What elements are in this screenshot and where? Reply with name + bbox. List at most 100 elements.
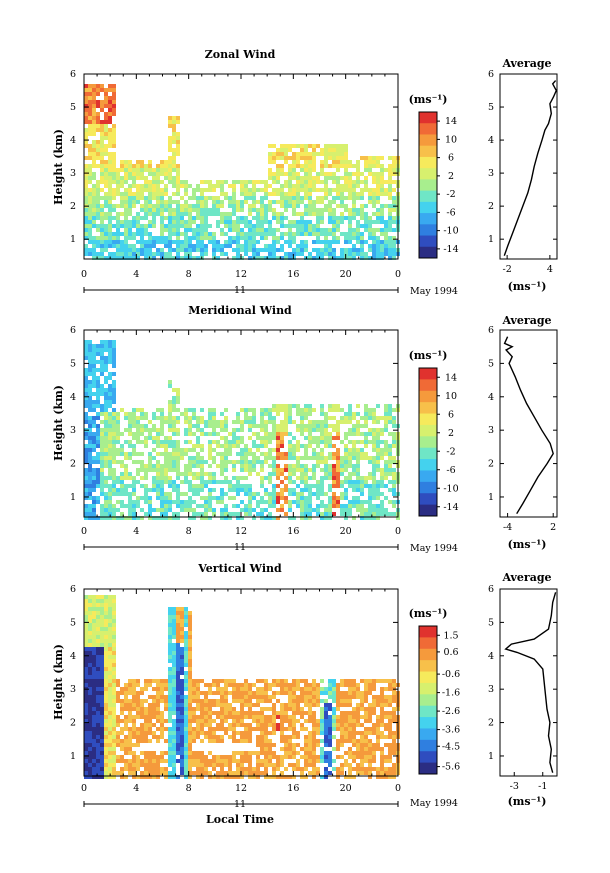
heatmap-cell <box>260 452 264 456</box>
heatmap-cell <box>320 180 324 184</box>
heatmap-cell <box>156 739 160 743</box>
heatmap-cell <box>292 464 296 468</box>
heatmap-cell <box>184 683 188 687</box>
heatmap-cell <box>108 84 112 88</box>
heatmap-cell <box>264 715 268 719</box>
heatmap-cell <box>368 196 372 200</box>
heatmap-cell <box>232 711 236 715</box>
heatmap-cell <box>284 252 288 256</box>
heatmap-cell <box>316 176 320 180</box>
heatmap-cell <box>88 132 92 136</box>
heatmap-cell <box>128 512 132 516</box>
heatmap-cell <box>132 492 136 496</box>
heatmap-cell <box>312 472 316 476</box>
heatmap-cell <box>128 192 132 196</box>
heatmap-cell <box>284 192 288 196</box>
heatmap-cell <box>84 699 88 703</box>
heatmap-cell <box>264 208 268 212</box>
heatmap-cell <box>160 711 164 715</box>
heatmap-cell <box>144 256 148 260</box>
heatmap-cell <box>236 240 240 244</box>
heatmap-cell <box>172 711 176 715</box>
heatmap-cell <box>100 476 104 480</box>
heatmap-cell <box>136 767 140 771</box>
heatmap-cell <box>120 256 124 260</box>
heatmap-cell <box>312 428 316 432</box>
heatmap-cell <box>104 364 108 368</box>
heatmap-cell <box>340 695 344 699</box>
heatmap-cell <box>148 763 152 767</box>
heatmap-cell <box>308 256 312 260</box>
heatmap-cell <box>324 751 328 755</box>
heatmap-cell <box>100 767 104 771</box>
heatmap-cell <box>344 695 348 699</box>
heatmap-cell <box>292 436 296 440</box>
heatmap-cell <box>156 196 160 200</box>
heatmap-cell <box>252 236 256 240</box>
heatmap-cell <box>212 759 216 763</box>
heatmap-cell <box>240 200 244 204</box>
heatmap-cell <box>276 476 280 480</box>
heatmap-cell <box>212 252 216 256</box>
heatmap-cell <box>184 252 188 256</box>
heatmap-cell <box>340 691 344 695</box>
heatmap-cell <box>208 424 212 428</box>
heatmap-cell <box>188 236 192 240</box>
heatmap-cell <box>100 160 104 164</box>
heatmap-cell <box>360 516 364 520</box>
heatmap-cell <box>208 735 212 739</box>
heatmap-cell <box>372 180 376 184</box>
heatmap-cell <box>84 747 88 751</box>
heatmap-cell <box>116 416 120 420</box>
heatmap-cell <box>332 452 336 456</box>
heatmap-cell <box>108 500 112 504</box>
heatmap-cell <box>100 747 104 751</box>
heatmap-cell <box>392 188 396 192</box>
heatmap-cell <box>124 735 128 739</box>
heatmap-cell <box>136 168 140 172</box>
heatmap-cell <box>96 607 100 611</box>
heatmap-cell <box>312 508 316 512</box>
heatmap-cell <box>132 420 136 424</box>
heatmap-cell <box>172 424 176 428</box>
heatmap-cell <box>84 232 88 236</box>
heatmap-cell <box>292 468 296 472</box>
heatmap-cell <box>96 655 100 659</box>
heatmap-cell <box>188 647 192 651</box>
heatmap-cell <box>172 755 176 759</box>
heatmap-cell <box>84 212 88 216</box>
heatmap-cell <box>380 164 384 168</box>
heatmap-cell <box>108 763 112 767</box>
heatmap-cell <box>336 188 340 192</box>
heatmap-cell <box>84 516 88 520</box>
heatmap-cell <box>116 176 120 180</box>
heatmap-cell <box>368 476 372 480</box>
heatmap-cell <box>136 452 140 456</box>
heatmap-cell <box>284 711 288 715</box>
heatmap-cell <box>108 723 112 727</box>
heatmap-cell <box>120 192 124 196</box>
heatmap-cell <box>164 160 168 164</box>
heatmap-cell <box>164 687 168 691</box>
heatmap-cell <box>208 464 212 468</box>
heatmap-cell <box>304 212 308 216</box>
heatmap-cell <box>184 631 188 635</box>
heatmap-cell <box>232 496 236 500</box>
heatmap-cell <box>152 204 156 208</box>
heatmap-cell <box>244 416 248 420</box>
heatmap-cell <box>204 699 208 703</box>
heatmap-cell <box>364 500 368 504</box>
heatmap-cell <box>152 731 156 735</box>
heatmap-cell <box>280 404 284 408</box>
heatmap-cell <box>124 763 128 767</box>
heatmap-cell <box>152 208 156 212</box>
heatmap-cell <box>344 508 348 512</box>
heatmap-cell <box>376 480 380 484</box>
heatmap-cell <box>308 711 312 715</box>
heatmap-cell <box>272 448 276 452</box>
heatmap-cell <box>392 200 396 204</box>
heatmap-cell <box>172 216 176 220</box>
heatmap-cell <box>276 192 280 196</box>
heatmap-cell <box>252 496 256 500</box>
heatmap-cell <box>304 739 308 743</box>
